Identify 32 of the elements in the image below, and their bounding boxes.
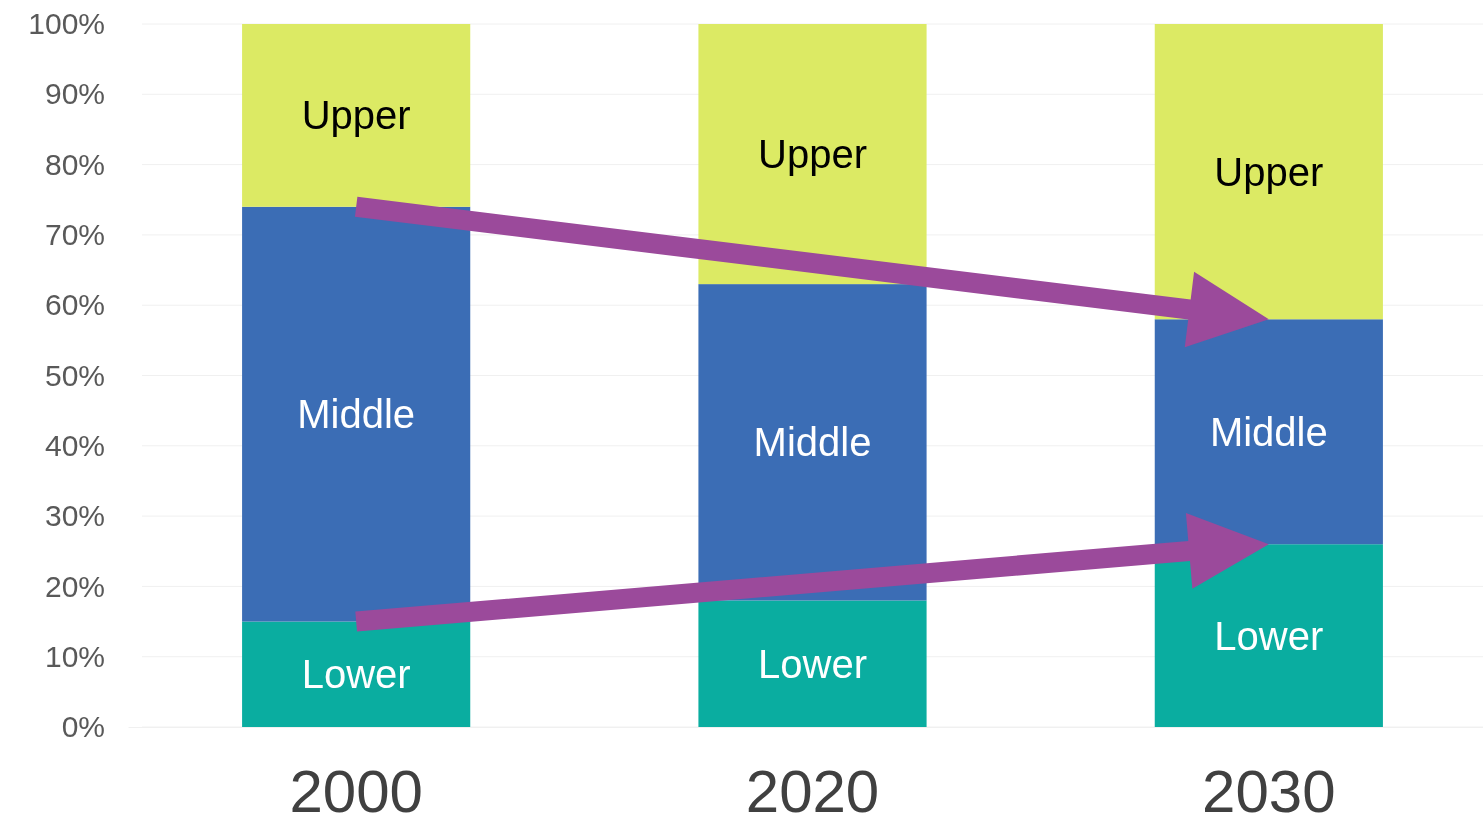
y-tick-label: 10%: [44, 639, 105, 673]
y-tick-label: 30%: [44, 499, 105, 533]
series-label: Lower: [301, 652, 411, 697]
y-tick-label: 20%: [44, 569, 105, 603]
bar: [242, 621, 471, 727]
y-tick-label: 50%: [44, 358, 105, 392]
bar: [1154, 319, 1383, 545]
text: Middle: [1209, 409, 1328, 454]
y-tick-label: 100%: [28, 7, 105, 41]
y-tick-label: 0%: [61, 710, 105, 744]
y-tick-label: 90%: [44, 77, 105, 111]
bar: [698, 24, 927, 285]
bar: [1154, 24, 1383, 320]
x-tick-label: 2000: [289, 758, 423, 825]
bar: [1154, 544, 1383, 727]
x-tick-label: 2030: [1202, 758, 1336, 825]
bar: [698, 284, 927, 601]
y-tick-label: 40%: [44, 428, 105, 462]
x-tick-label: 2020: [745, 758, 880, 825]
series-label: Middle: [297, 392, 416, 437]
bar: [698, 600, 927, 727]
text: Lower: [758, 641, 867, 686]
bar: [242, 206, 471, 622]
text: Lower: [1214, 613, 1324, 658]
y-tick-label: 70%: [44, 218, 105, 251]
series-label: Upper: [758, 132, 867, 177]
text: Middle: [753, 420, 872, 465]
bar: [242, 24, 471, 207]
text: Upper: [1214, 149, 1324, 194]
y-tick-label: 80%: [44, 147, 105, 181]
text: Upper: [301, 93, 411, 138]
y-tick-label: 60%: [44, 288, 105, 322]
